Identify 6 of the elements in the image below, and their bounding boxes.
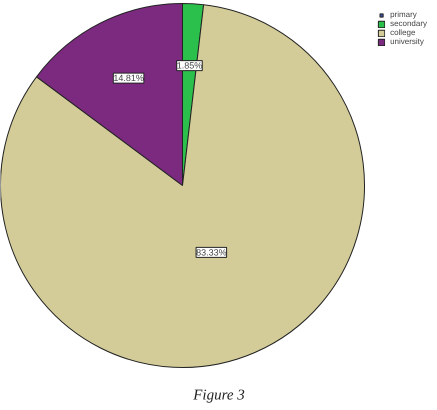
- data-label: 14.81%: [113, 73, 144, 84]
- legend-label: secondary: [390, 19, 427, 28]
- legend-label: university: [390, 37, 424, 46]
- text: Figure 3: [192, 388, 245, 404]
- legend-label: primary: [390, 10, 417, 19]
- legend-label: college: [390, 28, 416, 37]
